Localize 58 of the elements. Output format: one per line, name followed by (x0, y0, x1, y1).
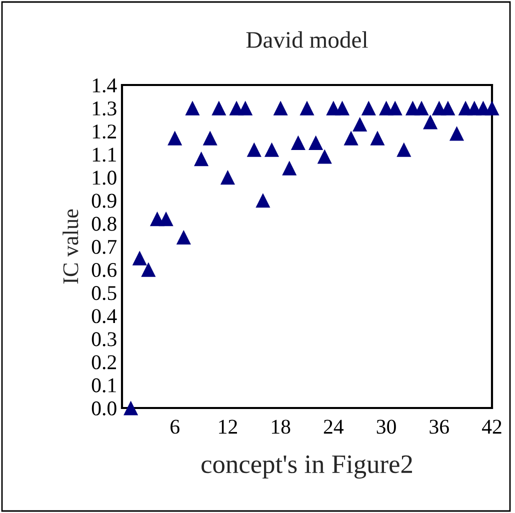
point (273, 100, 288, 116)
point (344, 130, 358, 146)
point (300, 100, 314, 116)
y-tick-label: 1.4 (92, 78, 117, 93)
point (317, 149, 332, 164)
point (220, 170, 235, 185)
y-tick-label: 0.7 (92, 240, 117, 254)
point (246, 142, 262, 157)
point (141, 262, 156, 277)
point (212, 100, 226, 116)
point (132, 250, 147, 266)
x-tick-label: 6 (170, 420, 180, 434)
y-tick-label: 0.0 (92, 401, 116, 416)
point (388, 100, 402, 116)
y-tick-label: 1.0 (92, 170, 116, 185)
chart-title: David model (246, 31, 368, 48)
point (423, 114, 438, 130)
x-tick-label: 18 (272, 420, 290, 434)
point (352, 116, 368, 132)
point (414, 100, 429, 116)
y-tick-label: 0.6 (92, 262, 117, 278)
point (440, 100, 456, 116)
point (158, 212, 174, 226)
x-tick-label: 30 (376, 420, 396, 434)
point (124, 400, 138, 416)
point (361, 100, 376, 116)
x-tick-label: 12 (219, 420, 237, 434)
point (282, 160, 297, 176)
y-tick-label: 0.5 (92, 286, 116, 300)
y-tick-label: 0.4 (92, 309, 117, 324)
y-tick-label: 0.2 (92, 355, 116, 370)
point (449, 126, 464, 141)
y-tick-label: 1.2 (92, 124, 116, 139)
y-tick-label: 0.3 (92, 332, 116, 346)
point (396, 142, 412, 157)
point (308, 135, 324, 150)
point (176, 230, 191, 245)
point (168, 130, 182, 146)
point (370, 130, 385, 146)
y-tick-label: 0.1 (92, 378, 116, 392)
point (290, 135, 306, 150)
y-tick-label: 1.1 (92, 148, 116, 162)
point (334, 100, 350, 116)
y-tick-label: 0.9 (92, 194, 116, 208)
point (194, 152, 209, 166)
point (238, 100, 253, 116)
point (256, 193, 270, 208)
point (202, 130, 218, 146)
point (484, 100, 500, 116)
x-tick-label: 24 (324, 420, 344, 434)
point (185, 100, 200, 116)
y-tick-label: 0.8 (92, 216, 116, 231)
x-tick-label: 42 (482, 420, 502, 434)
x-axis-title: concept's in Figure2 (202, 455, 412, 479)
x-tick-label: 36 (430, 420, 449, 434)
point (264, 142, 280, 157)
y-tick-label: 1.3 (92, 102, 116, 116)
y-axis-title: IC value (62, 209, 78, 284)
